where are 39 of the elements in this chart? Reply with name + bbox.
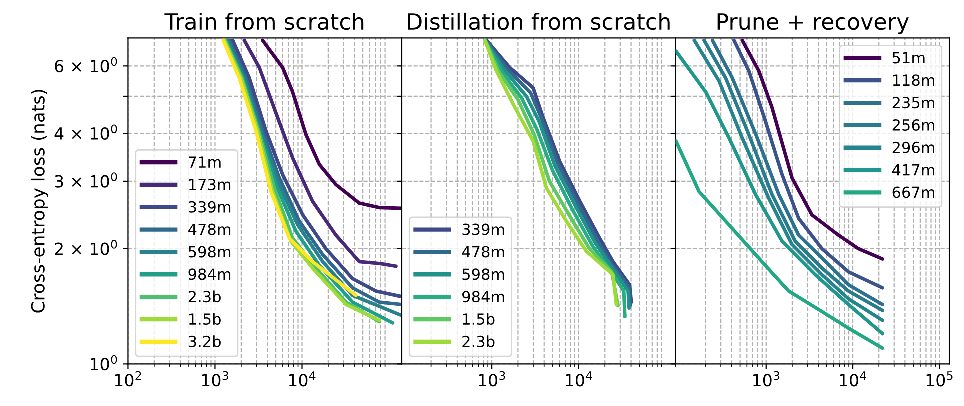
y-axis-title: Cross-entropy loss (nats) [30, 90, 48, 313]
legend-label: 71m [189, 156, 221, 168]
chart-title: Prune + recovery [718, 14, 909, 34]
chart-title: Distillation from scratch [408, 12, 670, 30]
chart-title: Train from scratch [164, 12, 364, 30]
legend-label: 2.3b [188, 290, 221, 303]
x-tick-label: 10$^{4}$ [840, 372, 866, 387]
legend-label: 118m [893, 74, 934, 86]
x-tick-label: 10$^{4}$ [566, 372, 592, 387]
legend-label: 339m [188, 201, 231, 213]
legend-label: 339m [462, 224, 504, 236]
legend-label: 598m [188, 246, 231, 258]
y-tick-label: 4 × 10$^{0}$ [54, 124, 118, 140]
legend-label: 598m [462, 268, 504, 280]
legend-label: 235m [892, 97, 934, 109]
legend-label: 3.2b [188, 336, 221, 348]
y-tick-label: 3 × 10$^{0}$ [55, 172, 118, 188]
x-tick-label: 10$^{2}$ [115, 371, 142, 387]
legend-label: 1.5b [189, 313, 221, 326]
legend-label: 51m [892, 52, 925, 64]
legend-label: 1.5b [463, 313, 495, 326]
legend-label: 173m [189, 178, 231, 190]
legend-label: 2.3b [462, 336, 495, 348]
legend-label: 667m [892, 186, 934, 198]
legend-label: 478m [462, 246, 504, 258]
legend-label: 984m [462, 291, 504, 303]
x-tick-label: 10$^{3}$ [202, 371, 228, 387]
legend-label: 417m [892, 164, 934, 176]
legend-label: 296m [892, 142, 934, 154]
x-tick-label: 10$^{3}$ [754, 371, 780, 387]
legend-label: 256m [892, 119, 934, 132]
y-tick-label: 6 × 10$^{0}$ [55, 57, 118, 73]
x-tick-label: 10$^{5}$ [926, 372, 953, 387]
y-tick-label: 10$^{0}$ [90, 355, 118, 371]
x-tick-label: 10$^{4}$ [289, 372, 316, 387]
y-tick-label: 2 × 10$^{0}$ [55, 240, 118, 256]
legend-label: 984m [188, 268, 231, 280]
x-tick-label: 10$^{3}$ [479, 371, 506, 387]
legend-label: 478m [188, 224, 231, 236]
